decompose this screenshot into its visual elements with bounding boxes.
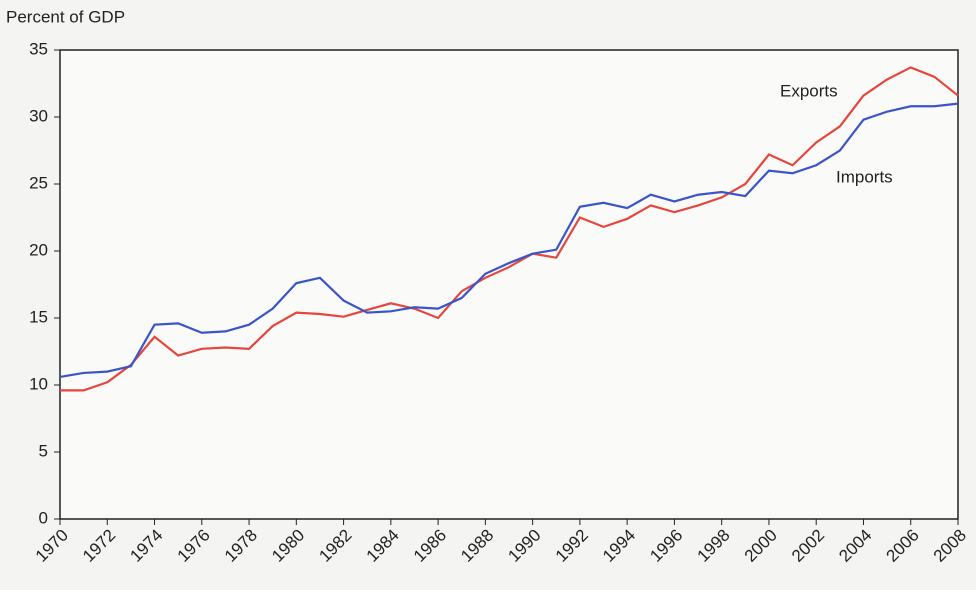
y-tick-label: 15: [29, 307, 48, 326]
y-axis-label: Percent of GDP: [6, 7, 125, 26]
line-series: [60, 66, 959, 392]
y-tick-label: 25: [29, 173, 48, 192]
plot-frame: [59, 49, 959, 520]
y-tick-label: 35: [29, 39, 48, 58]
series-label: Exports: [780, 81, 838, 100]
y-tick-label: 10: [29, 374, 48, 393]
line-series: [59, 102, 959, 379]
y-tick-label: 30: [29, 106, 48, 125]
y-tick-label: 0: [39, 508, 48, 527]
series-label: Imports: [836, 167, 893, 186]
y-tick-label: 5: [39, 441, 48, 460]
y-tick-label: 20: [29, 240, 48, 259]
